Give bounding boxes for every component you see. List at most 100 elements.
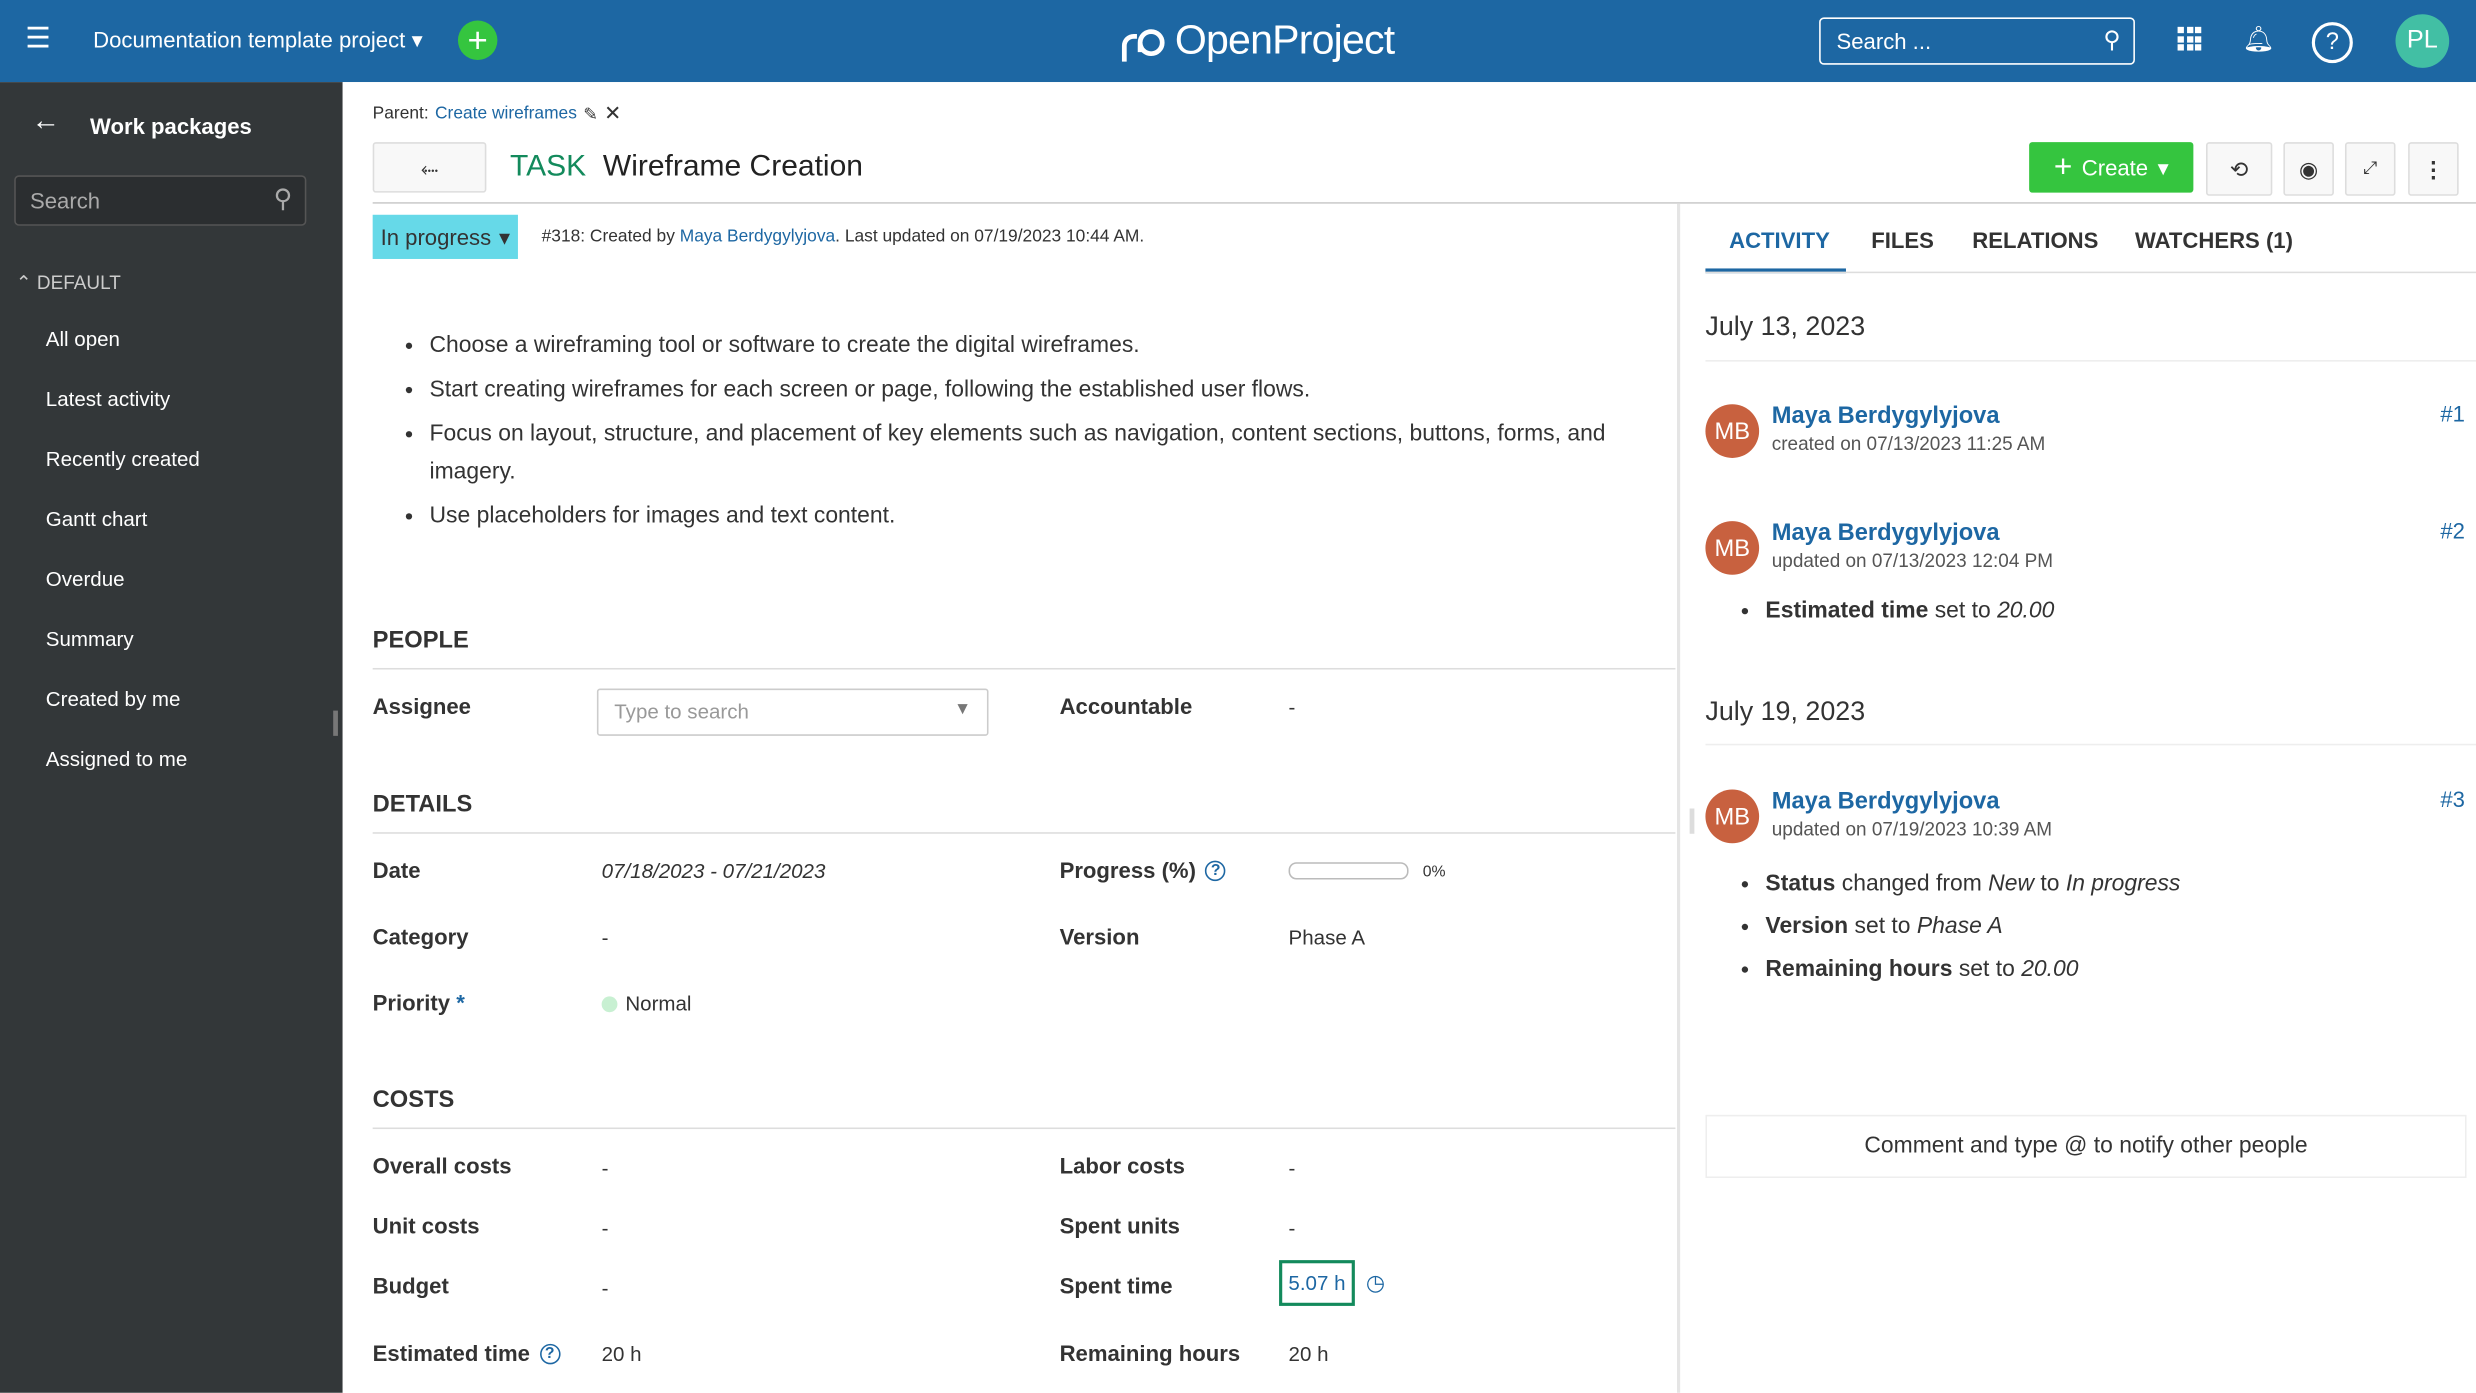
change-text: set to [1928,598,1998,624]
activity-user-link[interactable]: Maya Berdygylyjova [1771,402,2000,430]
top-bar: ☰ Documentation template project ▾ + Open… [0,0,2476,83]
activity-number-link[interactable]: #2 [2440,517,2465,544]
fullscreen-icon[interactable]: ⤢ [2344,142,2396,196]
required-marker: * [456,990,465,1016]
openproject-logo[interactable]: OpenProject [1118,16,1395,65]
help-icon[interactable]: ? [2311,22,2353,64]
change-from: New [1988,871,2035,897]
activity-user-link[interactable]: Maya Berdygylyjova [1771,787,2000,815]
description-item: Choose a wireframing tool or software to… [430,327,1677,365]
priority-label-text: Priority [372,990,451,1016]
change-text: set to [1848,914,1917,940]
history-icon[interactable]: ⟲ [2206,142,2273,196]
default-group-toggle[interactable]: ⌃ DEFAULT [15,271,121,294]
active-tab-indicator [1705,268,1846,274]
divider [372,667,1676,670]
sidebar-item-gantt-chart[interactable]: Gantt chart [45,506,148,531]
modules-grid-icon[interactable] [2177,26,2202,51]
sidebar-search-placeholder: Search [30,187,101,214]
sidebar-item-latest-activity[interactable]: Latest activity [45,386,171,411]
divider [372,1127,1676,1130]
help-icon[interactable]: ? [539,1343,560,1365]
wp-subject[interactable]: Wireframe Creation [602,150,863,184]
menu-icon[interactable]: ☰ [25,22,51,54]
status-dropdown[interactable]: In progress ▾ [372,214,518,259]
tab-watchers[interactable]: WATCHERS (1) [2134,227,2293,253]
date-value[interactable]: 07/18/2023 - 07/21/2023 [601,859,826,883]
category-value[interactable]: - [601,925,609,950]
progress-label-text: Progress (%) [1059,857,1196,883]
labor-costs-label: Labor costs [1059,1152,1185,1179]
spent-time-link[interactable]: 5.07 h [1279,1260,1355,1306]
pane-resize-handle[interactable] [1689,808,1695,834]
sidebar-search-input[interactable]: Search ⚲ [14,175,307,226]
tab-files[interactable]: FILES [1871,227,1934,253]
remaining-hours-value[interactable]: 20 h [1288,1342,1329,1366]
activity-panel: ACTIVITY FILES RELATIONS WATCHERS (1) Ju… [1705,204,2476,1393]
progress-bar[interactable] [1288,862,1409,880]
spent-units-value: - [1288,1215,1296,1240]
add-button[interactable]: + [457,20,498,61]
estimated-time-value[interactable]: 20 h [601,1342,642,1366]
search-icon[interactable]: ⚲ [273,186,293,214]
watch-eye-icon[interactable]: ◉ [2283,142,2334,196]
tab-activity[interactable]: ACTIVITY [1729,227,1830,253]
priority-text: Normal [625,991,692,1016]
project-selector[interactable]: Documentation template project ▾ [93,27,423,54]
create-button[interactable]: + Create ▾ [2029,142,2194,193]
activity-number-link[interactable]: #3 [2440,786,2465,812]
accountable-value[interactable]: - [1288,694,1296,719]
budget-value[interactable]: - [601,1275,609,1300]
category-label: Category [372,923,469,950]
parent-breadcrumb: Parent: Create wireframes ✎ ✕ [373,101,622,126]
sidebar-item-overdue[interactable]: Overdue [45,566,125,591]
close-icon[interactable]: ✕ [604,101,622,125]
activity-changes: Status changed from New to In progress V… [1737,867,2180,995]
remaining-hours-label: Remaining hours [1059,1340,1241,1366]
wp-title: TASK Wireframe Creation [510,150,863,185]
more-menu-icon[interactable]: ⋮ [2408,142,2459,196]
sidebar-item-created-by-me[interactable]: Created by me [45,686,181,711]
back-button[interactable]: ⬸ [372,142,487,193]
priority-value[interactable]: Normal [601,991,692,1016]
activity-user-link[interactable]: Maya Berdygylyjova [1771,519,2000,547]
avatar: MB [1705,521,1760,575]
sidebar-resize-handle[interactable] [333,710,338,736]
change-item: Status changed from New to In progress [1765,867,2180,903]
back-arrow-icon[interactable]: ← [31,104,61,136]
tab-relations[interactable]: RELATIONS [1972,227,2099,253]
labor-costs-value: - [1288,1155,1296,1180]
caret-down-icon: ▾ [2157,153,2169,180]
activity-number-link[interactable]: #1 [2440,401,2465,427]
log-time-clock-icon[interactable]: ◷ [1365,1269,1386,1295]
version-value[interactable]: Phase A [1288,925,1366,950]
change-to: In progress [2065,871,2181,897]
sidebar-item-all-open[interactable]: All open [45,326,120,351]
search-placeholder: Search ... [1836,28,1932,54]
header-divider [372,202,2476,204]
change-text: to [2034,871,2066,897]
change-value: 20.00 [2021,956,2079,983]
parent-link[interactable]: Create wireframes [434,104,577,124]
overall-costs-label: Overall costs [372,1152,512,1179]
pane-divider[interactable] [1677,203,1681,1393]
global-search-input[interactable]: Search ... ⚲ [1819,17,2135,65]
author-link[interactable]: Maya Berdygylyjova [679,227,836,247]
sidebar-item-summary[interactable]: Summary [45,626,134,651]
change-field: Estimated time [1765,598,1929,624]
sidebar-item-assigned-to-me[interactable]: Assigned to me [45,746,188,771]
assignee-select[interactable]: Type to search ▼ [596,688,989,736]
activity-meta: updated on 07/13/2023 12:04 PM [1771,549,2054,572]
pencil-icon[interactable]: ✎ [583,105,598,124]
assignee-placeholder: Type to search [614,699,749,724]
search-icon[interactable]: ⚲ [2103,26,2121,54]
description[interactable]: Choose a wireframing tool or software to… [401,327,1677,542]
details-heading: DETAILS [372,791,473,818]
version-label: Version [1059,923,1140,950]
user-avatar[interactable]: PL [2395,14,2450,68]
help-icon[interactable]: ? [1205,860,1226,882]
comment-input[interactable]: Comment and type @ to notify other peopl… [1705,1114,2467,1179]
bell-icon[interactable]: 🔔︎ [2242,26,2275,54]
sidebar-item-recently-created[interactable]: Recently created [45,446,200,471]
progress-label: Progress (%)? [1059,857,1226,883]
